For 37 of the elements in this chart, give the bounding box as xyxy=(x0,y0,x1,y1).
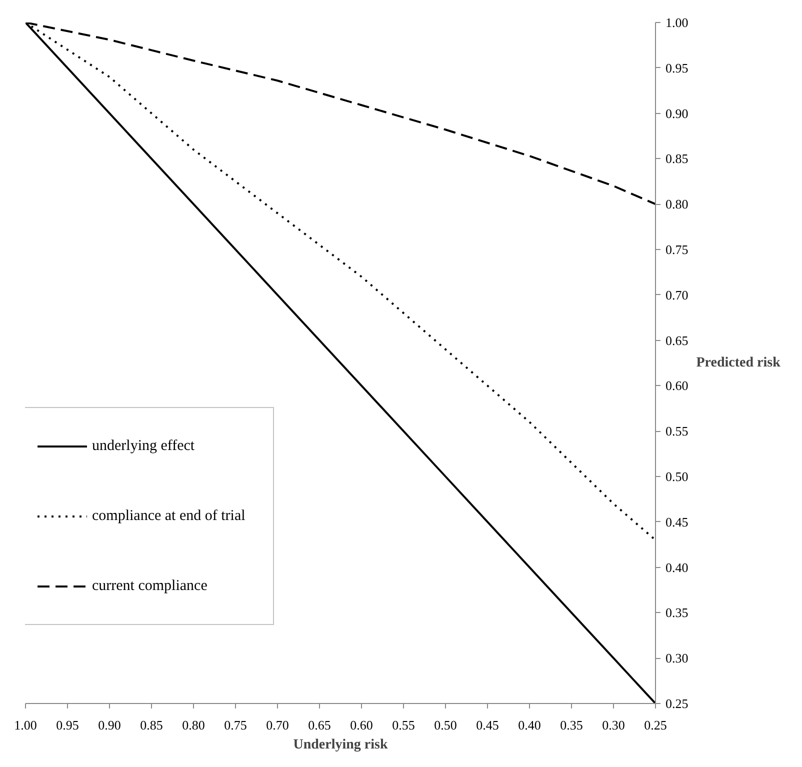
legend-label: compliance at end of trial xyxy=(92,508,246,524)
y-tick-label: 0.30 xyxy=(666,650,688,666)
x-tick-label: 0.30 xyxy=(602,718,625,732)
x-tick-label: 0.50 xyxy=(434,718,457,732)
y-tick-label: 0.70 xyxy=(666,287,688,302)
x-tick-label: 0.55 xyxy=(392,718,415,732)
y-tick-label: 0.50 xyxy=(666,469,688,484)
y-axis-title: Predicted risk xyxy=(696,356,781,370)
x-tick-label: 0.60 xyxy=(350,718,373,732)
x-tick-label: 0.35 xyxy=(560,718,583,732)
y-tick-label: 0.35 xyxy=(666,605,688,620)
y-tick-label: 0.75 xyxy=(666,242,688,257)
x-tick-label: 0.90 xyxy=(98,718,121,732)
x-tick-label: 0.70 xyxy=(266,718,289,732)
x-tick-label: 0.85 xyxy=(140,718,163,732)
x-tick-label: 0.65 xyxy=(308,718,331,732)
y-tick-label: 0.60 xyxy=(666,378,688,394)
x-tick-label: 0.40 xyxy=(518,718,541,732)
y-tick-label: 0.80 xyxy=(666,196,688,212)
x-axis-title: Underlying risk xyxy=(293,738,388,752)
y-tick-label: 0.85 xyxy=(666,151,688,166)
x-tick-label: 0.75 xyxy=(224,718,247,732)
x-tick-label: 0.45 xyxy=(476,718,499,732)
x-tick-label: 0.80 xyxy=(182,718,205,732)
y-tick-label: 0.65 xyxy=(666,332,688,348)
y-tick-label: 0.25 xyxy=(666,696,688,711)
x-tick-label: 0.25 xyxy=(644,718,667,732)
y-tick-label: 1.00 xyxy=(666,15,688,30)
y-tick-label: 0.45 xyxy=(666,514,688,530)
y-tick-label: 0.90 xyxy=(666,106,688,121)
y-tick-label: 0.40 xyxy=(666,560,688,575)
x-tick-label: 1.00 xyxy=(14,718,37,732)
y-tick-label: 0.95 xyxy=(666,60,688,76)
y-tick-label: 0.55 xyxy=(666,424,688,439)
legend-label: current compliance xyxy=(92,578,208,594)
x-tick-label: 0.95 xyxy=(56,718,79,732)
legend-label: underlying effect xyxy=(92,438,195,454)
